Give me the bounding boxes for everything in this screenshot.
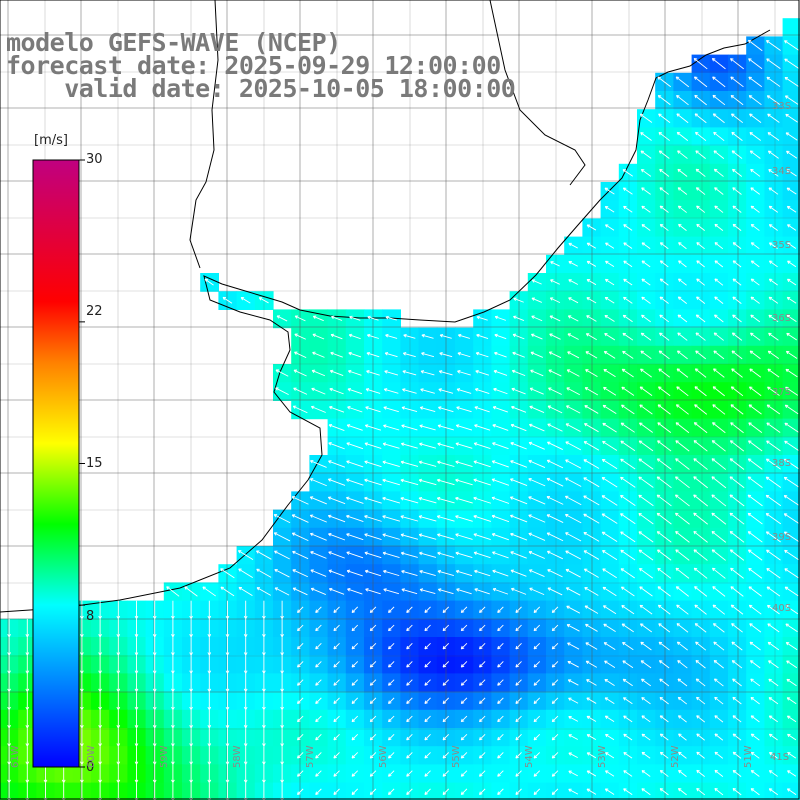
lon-label: 60W — [86, 745, 97, 768]
colorbar-tick-30: 30 — [86, 152, 103, 167]
title-forecast-date: forecast date: 2025-09-29 12:00:00 — [6, 51, 501, 80]
lon-label: 51W — [743, 745, 754, 768]
lat-label: 37S — [772, 387, 792, 398]
title-valid-date: valid date: 2025-10-05 18:00:00 — [6, 74, 516, 103]
lat-label: 36S — [772, 313, 792, 324]
lat-label: 34S — [772, 166, 792, 177]
lat-label: 35S — [772, 240, 792, 251]
colorbar-tick-22: 22 — [86, 304, 103, 319]
coastline — [0, 0, 771, 613]
lat-label: 40S — [772, 603, 792, 614]
lat-label: 39S — [772, 532, 792, 543]
colorbar — [32, 159, 85, 768]
lat-label: 41S — [770, 752, 790, 763]
lon-label: 52W — [670, 745, 681, 768]
wind-vectors — [7, 39, 800, 800]
colorbar-tick-0: 0 — [86, 760, 95, 775]
lon-label: 58W — [232, 745, 243, 768]
lon-label: 59W — [159, 745, 170, 768]
lon-label: 56W — [378, 745, 389, 768]
colorbar-tick-15: 15 — [86, 456, 103, 471]
lon-label: 55W — [451, 745, 462, 768]
lon-label: 53W — [597, 745, 608, 768]
colorbar-unit: [m/s] — [34, 133, 68, 148]
title-model: modelo GEFS-WAVE (NCEP) — [6, 28, 341, 57]
lat-label: 38S — [772, 458, 792, 469]
lon-label: 57W — [305, 745, 316, 768]
lon-label: 54W — [524, 745, 535, 768]
lon-label: 61W — [10, 745, 21, 768]
lat-label: 33S — [772, 101, 792, 112]
colorbar-tick-8: 8 — [86, 609, 95, 624]
